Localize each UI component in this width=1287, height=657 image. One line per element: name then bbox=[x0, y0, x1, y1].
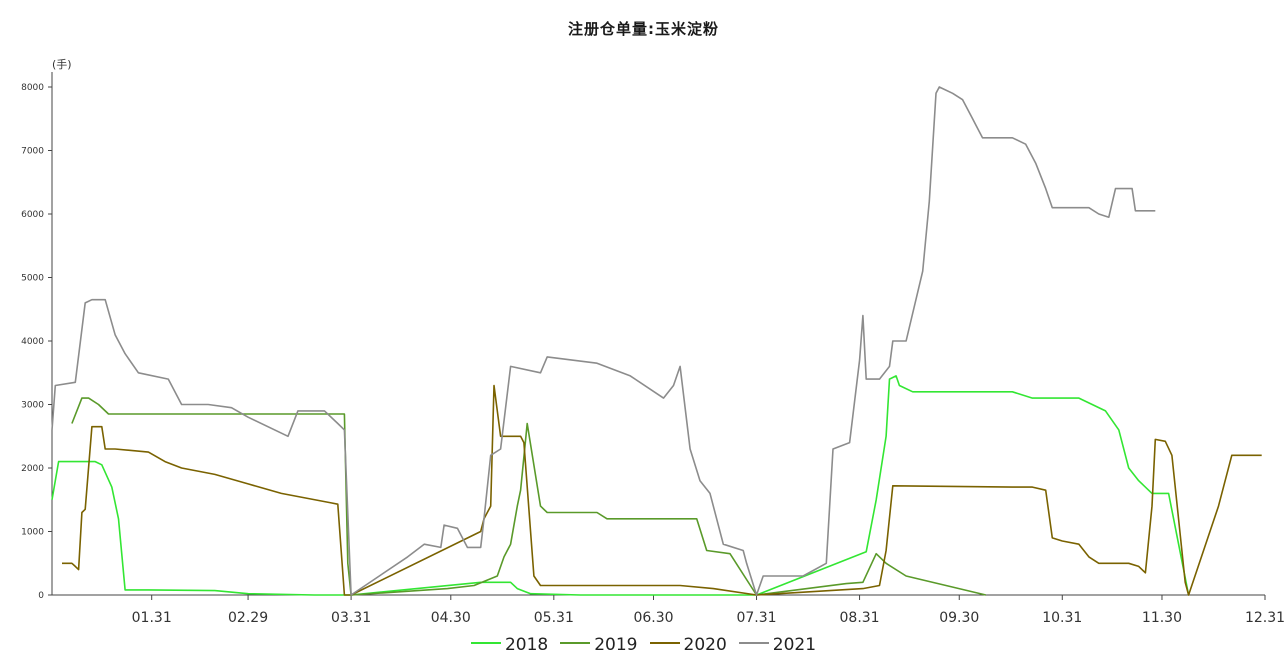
x-tick-label: 10.31 bbox=[1042, 610, 1082, 626]
x-tick-label: 09.30 bbox=[939, 610, 979, 626]
x-tick-label: 02.29 bbox=[228, 610, 268, 626]
y-tick-label: 5000 bbox=[21, 274, 44, 284]
axes: 0 1000 2000 3000 4000 5000 6000 7000 8000 01.31 02… bbox=[21, 72, 1285, 626]
x-tick-label: 08.31 bbox=[840, 610, 880, 626]
legend-item-2020: 2020 bbox=[649, 635, 727, 655]
y-tick-label: 4000 bbox=[21, 337, 44, 347]
legend-swatch bbox=[738, 642, 769, 644]
legend-label: 2021 bbox=[772, 635, 817, 655]
legend-item-2021: 2021 bbox=[738, 635, 817, 655]
x-tick-label: 05.31 bbox=[534, 610, 574, 626]
legend-item-2019: 2019 bbox=[560, 635, 638, 655]
legend-item-2018: 2018 bbox=[470, 635, 549, 655]
series-line-2018 bbox=[51, 375, 1190, 596]
legend-label: 2019 bbox=[594, 635, 638, 655]
y-tick-label: 6000 bbox=[21, 210, 44, 220]
legend: 2018 2019 2020 2021 bbox=[0, 635, 1287, 655]
x-tick-label: 11.30 bbox=[1142, 610, 1182, 626]
y-tick-label: 7000 bbox=[21, 147, 44, 157]
legend-swatch bbox=[560, 642, 591, 644]
series-line-2019 bbox=[71, 397, 986, 596]
legend-swatch bbox=[649, 642, 680, 644]
series-line-2021 bbox=[51, 86, 1156, 596]
legend-label: 2018 bbox=[504, 635, 549, 655]
series-layer bbox=[51, 86, 1262, 596]
chart-title: 注册仓单量:玉米淀粉 bbox=[568, 20, 719, 38]
x-tick-label: 04.30 bbox=[431, 610, 471, 626]
y-tick-label: 2000 bbox=[21, 464, 44, 474]
x-tick-label: 12.31 bbox=[1245, 610, 1285, 626]
legend-swatch bbox=[470, 642, 501, 644]
line-chart: 0 1000 2000 3000 4000 5000 6000 7000 8000 01.31 02… bbox=[21, 72, 1285, 626]
y-unit-label: (手) bbox=[52, 58, 72, 71]
x-tick-label: 01.31 bbox=[132, 610, 172, 626]
y-tick-label: 0 bbox=[38, 591, 44, 601]
x-tick-label: 03.31 bbox=[331, 610, 371, 626]
y-tick-label: 3000 bbox=[21, 401, 44, 411]
y-tick-label: 1000 bbox=[21, 528, 44, 538]
x-tick-label: 06.30 bbox=[633, 610, 673, 626]
x-tick-label: 07.31 bbox=[736, 610, 776, 626]
legend-label: 2020 bbox=[683, 635, 727, 655]
series-line-2020 bbox=[62, 384, 1262, 596]
y-tick-label: 8000 bbox=[21, 83, 44, 93]
